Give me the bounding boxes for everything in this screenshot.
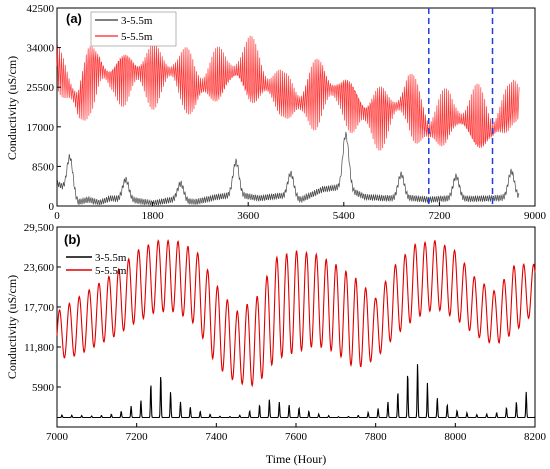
- panel-a-x-tick-label: 0: [54, 210, 60, 222]
- panel-a-x-tick-label: 7200: [428, 210, 451, 222]
- panel-a-x-tick-label: 5400: [333, 210, 356, 222]
- panel-b-x-tick-label: 7400: [205, 431, 228, 443]
- series-3-5.5m-line: [57, 364, 536, 419]
- panel-a-legend-label-5m: 5-5.5m: [121, 31, 153, 43]
- panel-b-traces: [56, 238, 536, 419]
- panel-a-legend: 3-5.5m 5-5.5m: [90, 11, 177, 47]
- panel-b-x-tick-label: 7000: [46, 431, 69, 443]
- panel-b-legend: 3-5.5m 5-5.5m: [66, 252, 127, 277]
- panel-b-y-tick-label: 5900: [32, 382, 55, 394]
- panel-b-x-tick-label: 7200: [126, 431, 149, 443]
- panel-b-x-tick-label: 7600: [285, 431, 308, 443]
- panel-b-x-tick-label: 8000: [444, 431, 467, 443]
- panel-b-legend-label-3m: 3-5.5m: [95, 252, 127, 264]
- series-3-5.5m-line: [56, 131, 520, 206]
- panel-a-tag: (a): [66, 11, 82, 26]
- panel-b-y-tick-label: 29,500: [24, 222, 55, 234]
- panel-a-legend-box: [90, 11, 177, 47]
- panel-b-y-tick-label: 11,800: [24, 342, 54, 354]
- panel-b-x-axis-title: Time (Hour): [266, 452, 327, 466]
- series-5-5.5m-line: [56, 238, 536, 388]
- panel-a-y-tick-label: 17000: [27, 122, 55, 134]
- panel-a-legend-label-3m: 3-5.5m: [121, 15, 153, 27]
- panel-b-x-tick-label: 7800: [365, 431, 388, 443]
- panel-a-y-tick-label: 8500: [32, 161, 55, 173]
- panel-a-y-tick-label: 42500: [27, 3, 55, 15]
- panel-b-y-tick-label: 17,700: [24, 302, 55, 314]
- panel-a-y-axis-title: Conductivity (uS/cm): [5, 56, 19, 160]
- panel-a-y-tick-label: 34000: [27, 43, 55, 55]
- panel-a-y-tick-label: 25500: [27, 82, 55, 94]
- panel-b: 7000 7200 7400 7600 7800 8000 8200 5900 11,800 17…: [5, 222, 547, 466]
- panel-a-x-tick-label: 9000: [524, 210, 547, 222]
- panel-b-tag: (b): [64, 232, 81, 247]
- panel-a-x-tick-label: 3600: [237, 210, 260, 222]
- panel-b-y-axis-title: Conductivity (uS/cm): [5, 275, 19, 379]
- panel-b-y-tick-label: 23,600: [24, 262, 55, 274]
- panel-a-y-tick-label: 0: [49, 201, 55, 213]
- panel-a-traces: [56, 8, 520, 206]
- panel-b-x-tick-label: 8200: [524, 431, 547, 443]
- series-5-5.5m-line: [56, 35, 520, 151]
- panel-b-ticks: 7000 7200 7400 7600 7800 8000 8200 5900 11,800 17…: [24, 222, 547, 443]
- panel-a-x-tick-label: 1800: [142, 210, 165, 222]
- panel-b-legend-label-5m: 5-5.5m: [95, 265, 127, 277]
- panel-a-ticks: 0 1800 3600 5400 7200 9000 0 8500 17000 25500 3400…: [27, 3, 547, 222]
- panel-a: 0 1800 3600 5400 7200 9000 0 8500 17000 25500 3400…: [5, 3, 547, 222]
